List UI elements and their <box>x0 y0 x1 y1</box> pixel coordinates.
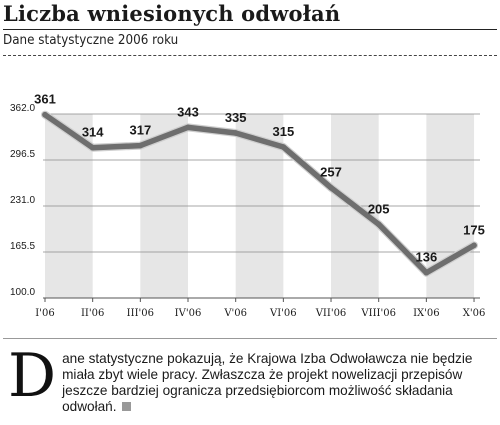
y-tick-label: 231.0 <box>10 195 35 206</box>
data-label: 175 <box>463 222 485 237</box>
data-point <box>423 269 430 276</box>
drop-cap: D <box>8 341 57 411</box>
x-tick-label: III'06 <box>127 308 154 319</box>
x-tick-label: II'06 <box>81 308 104 319</box>
series-line <box>42 111 477 276</box>
data-point <box>280 144 287 150</box>
x-tick-label: VIII'06 <box>360 308 396 319</box>
line-chart: 100.0 165.5 231.0 296.5 362.0 I'06 II'06 III'0… <box>10 92 485 319</box>
x-tick-label: IX'06 <box>413 308 440 319</box>
gridlines <box>43 113 480 299</box>
data-point <box>471 242 477 249</box>
x-axis-tick-labels: I'06 II'06 III'06 IV'06 V'06 VI'06 VII'06 VIII'… <box>35 298 485 319</box>
end-square-icon <box>121 402 131 411</box>
y-tick-label: 362.0 <box>10 103 35 114</box>
data-point <box>42 111 48 118</box>
data-point <box>328 184 334 191</box>
title-divider <box>3 29 497 30</box>
data-series <box>41 110 479 277</box>
subtitle-divider <box>3 55 497 56</box>
data-point <box>89 144 96 151</box>
article-text: ane statystyczne pokazują, że Krajowa Iz… <box>62 351 473 414</box>
chart-subtitle: Dane statystyczne 2006 roku <box>3 33 179 48</box>
x-tick-label: X'06 <box>463 308 486 319</box>
chart-bottom-divider <box>3 338 497 339</box>
data-point <box>185 124 191 131</box>
data-label: 343 <box>177 104 199 119</box>
chart-title: Liczba wniesionych odwołań <box>3 1 341 26</box>
y-tick-label: 296.5 <box>10 149 35 160</box>
y-tick-label: 165.5 <box>10 241 35 252</box>
data-label: 136 <box>416 250 438 265</box>
data-point <box>137 142 144 149</box>
x-tick-label: I'06 <box>35 308 54 319</box>
y-axis-tick-labels: 100.0 165.5 231.0 296.5 362.0 <box>10 103 35 298</box>
data-label: 317 <box>129 123 151 138</box>
data-labels: 361 314 317 343 335 315 257 205 136 175 <box>34 92 485 265</box>
data-label: 314 <box>82 125 104 140</box>
data-label: 335 <box>225 110 247 125</box>
data-label: 315 <box>272 124 294 139</box>
data-label: 257 <box>320 165 342 180</box>
data-label: 205 <box>368 201 390 216</box>
x-tick-label: IV'06 <box>175 308 202 319</box>
data-point <box>232 130 239 136</box>
x-tick-label: V'06 <box>223 308 247 319</box>
x-tick-label: VII'06 <box>315 308 347 319</box>
y-tick-label: 100.0 <box>10 287 35 298</box>
data-point <box>375 221 382 228</box>
data-label: 361 <box>34 92 56 107</box>
x-tick-label: VI'06 <box>269 308 297 319</box>
